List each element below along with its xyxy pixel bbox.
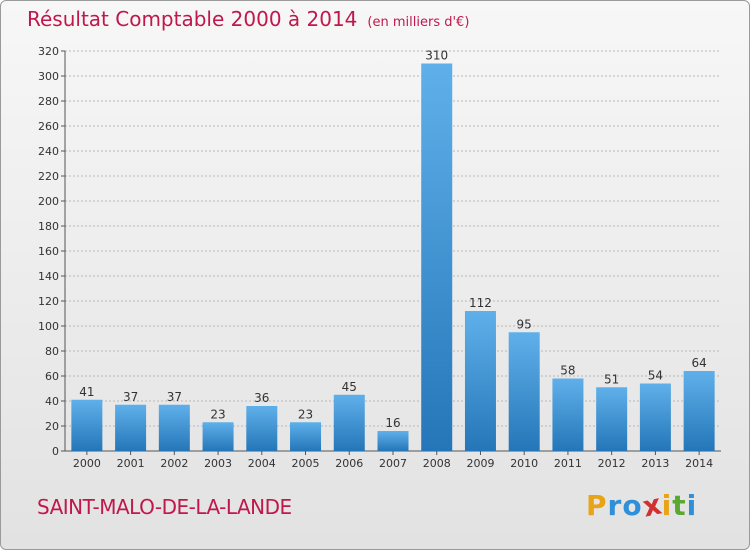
x-tick-label: 2003 (204, 457, 232, 470)
chart-subtitle: (en milliers d'€) (367, 15, 470, 30)
data-label-2014: 64 (691, 356, 706, 370)
x-tick-label: 2002 (160, 457, 188, 470)
x-tick-label: 2013 (641, 457, 669, 470)
x-tick-label: 2001 (117, 457, 145, 470)
data-label-2009: 112 (469, 296, 492, 310)
y-tick-label: 260 (38, 120, 59, 133)
bar-2003 (202, 422, 234, 451)
chart-title: Résultat Comptable 2000 à 2014 (en millie… (27, 7, 469, 31)
bar-2013 (639, 383, 671, 451)
y-tick-label: 200 (38, 195, 59, 208)
data-label-2001: 37 (123, 390, 138, 404)
y-tick-label: 0 (52, 445, 59, 458)
y-tick-label: 240 (38, 145, 59, 158)
data-label-2012: 51 (604, 372, 619, 386)
logo-letter: t (672, 489, 687, 522)
bar-2001 (115, 404, 147, 451)
y-tick-label: 140 (38, 270, 59, 283)
x-tick-label: 2009 (466, 457, 494, 470)
y-tick-label: 60 (45, 370, 59, 383)
logo-letter: P (586, 489, 608, 522)
y-tick-label: 300 (38, 70, 59, 83)
x-tick-label: 2010 (510, 457, 538, 470)
data-label-2000: 41 (79, 385, 94, 399)
data-label-2011: 58 (560, 364, 575, 378)
bar-2005 (290, 422, 322, 451)
data-label-2003: 23 (210, 407, 225, 421)
bar-2006 (333, 394, 365, 451)
y-tick-label: 80 (45, 345, 59, 358)
bar-2014 (683, 371, 715, 451)
bar-2007 (377, 431, 409, 451)
y-tick-label: 320 (38, 45, 59, 58)
y-tick-label: 220 (38, 170, 59, 183)
x-tick-label: 2014 (685, 457, 713, 470)
data-labels: 41 37 37 23 36 23 45 16 310 112 95 58 51 54 64 (79, 49, 707, 431)
logo-letter: i (661, 489, 673, 522)
bar-2008 (421, 63, 453, 451)
x-tick-label: 2006 (335, 457, 363, 470)
y-tick-label: 280 (38, 95, 59, 108)
data-label-2002: 37 (167, 390, 182, 404)
y-tick-label: 20 (45, 420, 59, 433)
bar-2004 (246, 406, 278, 451)
logo-letter: i (686, 489, 698, 522)
data-label-2005: 23 (298, 407, 313, 421)
y-tick-label: 40 (45, 395, 59, 408)
logo-letter: o (622, 489, 643, 522)
data-label-2013: 54 (648, 369, 663, 383)
bar-2012 (596, 387, 628, 451)
chart-title-text: Résultat Comptable 2000 à 2014 (27, 7, 358, 31)
y-tick-label: 180 (38, 220, 59, 233)
proxiti-logo: Proxiti (586, 487, 698, 523)
bar-2002 (158, 404, 190, 451)
x-tick-label: 2005 (292, 457, 320, 470)
x-tick-label: 2000 (73, 457, 101, 470)
bar-2010 (508, 332, 540, 451)
commune-name: SAINT-MALO-DE-LA-LANDE (37, 495, 292, 519)
x-tick-label: 2004 (248, 457, 276, 470)
x-tick-label: 2012 (598, 457, 626, 470)
grid-lines (65, 50, 721, 427)
bars (71, 63, 715, 451)
y-tick-label: 100 (38, 320, 59, 333)
logo-letter: r (607, 489, 623, 522)
bar-2000 (71, 399, 103, 451)
x-tick-label: 2011 (554, 457, 582, 470)
x-tick-label: 2008 (423, 457, 451, 470)
data-label-2006: 45 (342, 380, 357, 394)
bar-2009 (464, 311, 496, 451)
data-label-2004: 36 (254, 391, 269, 405)
data-label-2008: 310 (425, 49, 448, 63)
x-tick-label: 2007 (379, 457, 407, 470)
data-label-2007: 16 (385, 416, 400, 430)
y-tick-label: 160 (38, 245, 59, 258)
bar-2011 (552, 378, 584, 451)
data-label-2010: 95 (517, 317, 532, 331)
y-tick-label: 120 (38, 295, 59, 308)
